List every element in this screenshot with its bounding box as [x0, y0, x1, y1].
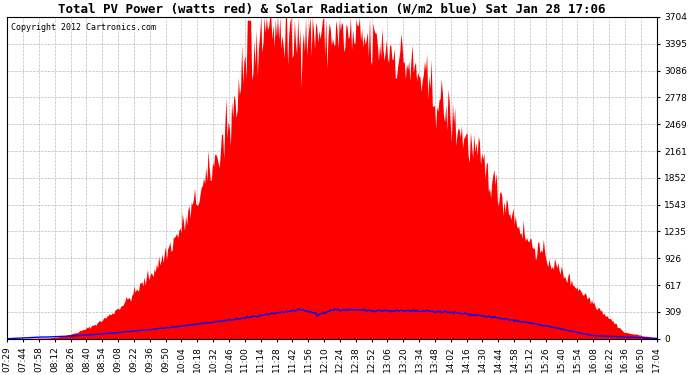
- Title: Total PV Power (watts red) & Solar Radiation (W/m2 blue) Sat Jan 28 17:06: Total PV Power (watts red) & Solar Radia…: [58, 3, 606, 16]
- Text: Copyright 2012 Cartronics.com: Copyright 2012 Cartronics.com: [10, 23, 155, 32]
